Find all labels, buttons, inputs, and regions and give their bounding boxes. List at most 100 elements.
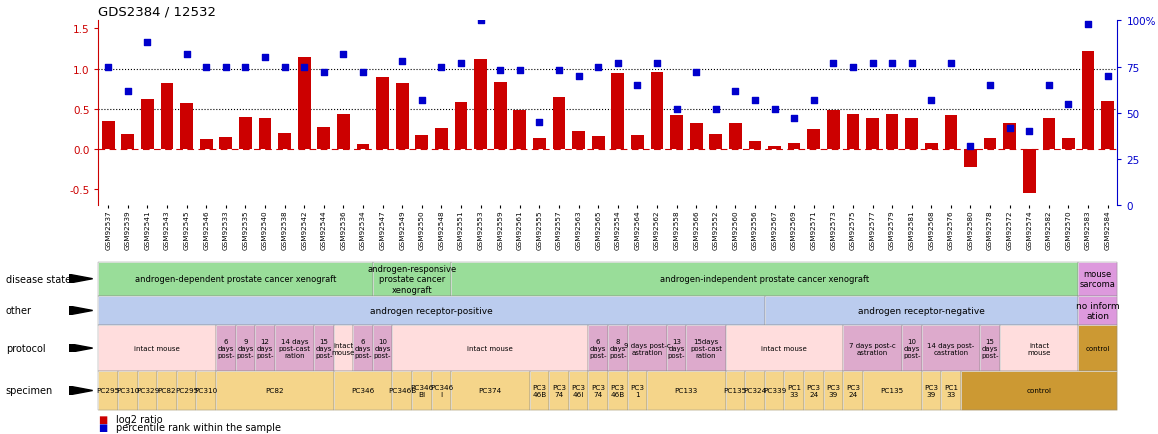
Text: androgen-dependent prostate cancer xenograft: androgen-dependent prostate cancer xenog… [135,275,336,283]
Bar [357,145,369,150]
Polygon shape [69,306,93,315]
Text: PC3
74: PC3 74 [552,384,566,397]
Bar [827,110,840,150]
Point [961,143,980,150]
Text: control: control [1086,345,1111,351]
Bar [337,115,350,150]
Polygon shape [69,344,93,352]
Point [1040,82,1058,89]
Text: ■: ■ [98,423,108,432]
Bar [866,119,879,150]
Text: 6
days
post-: 6 days post- [217,339,235,358]
Point [432,64,450,71]
Point [471,18,490,25]
Text: PC3
74: PC3 74 [591,384,606,397]
Text: PC310: PC310 [116,388,139,394]
Bar [728,124,741,150]
Bar [592,137,604,150]
Bar [1101,102,1114,150]
Text: no inform
ation: no inform ation [1076,301,1120,320]
Point [726,88,745,95]
Bar [1082,52,1094,150]
Bar [651,72,664,150]
Point [373,9,391,16]
Point [902,60,921,67]
Point [941,60,960,67]
Point [217,64,235,71]
Bar [748,141,761,150]
Text: PC346: PC346 [351,388,375,394]
Bar [298,58,310,150]
Text: disease state: disease state [6,274,71,284]
Point [687,69,705,76]
Text: intact
mouse: intact mouse [1027,342,1050,355]
Text: 10
days
post-: 10 days post- [374,339,391,358]
Point [785,115,804,122]
Text: PC135: PC135 [724,388,747,394]
Text: GDS2384 / 12532: GDS2384 / 12532 [98,6,217,19]
Bar [396,84,409,150]
Point [511,68,529,75]
Text: androgen-responsive
prostate cancer
xenograft: androgen-responsive prostate cancer xeno… [367,264,456,294]
Point [844,64,863,71]
Text: 10
days
post-: 10 days post- [903,339,921,358]
Text: PC374: PC374 [478,388,503,394]
Text: PC135: PC135 [880,388,903,394]
Polygon shape [69,275,93,283]
Bar [376,77,389,150]
Bar [141,100,154,150]
Point [315,69,334,76]
Bar [1003,124,1016,150]
Bar [787,144,800,150]
Bar [906,119,918,150]
Point [570,73,588,80]
Point [765,106,784,113]
Point [295,64,314,71]
Point [824,60,843,67]
Text: PC82: PC82 [265,388,284,394]
Bar [572,132,585,150]
Point [589,64,608,71]
Text: 15
days
post-: 15 days post- [981,339,999,358]
Text: intact
mouse: intact mouse [331,342,356,355]
Bar [435,129,448,150]
Point [98,64,117,71]
Text: PC3
46I: PC3 46I [572,384,586,397]
Bar [161,84,174,150]
Bar [768,146,780,150]
Bar [631,136,644,150]
Text: PC3
24: PC3 24 [807,384,821,397]
Bar [239,118,251,150]
Text: PC133: PC133 [675,388,698,394]
Text: 6
days
post-: 6 days post- [354,339,372,358]
Point [335,51,353,58]
Text: 9
days
post-: 9 days post- [236,339,254,358]
Point [922,97,940,104]
Text: mouse
sarcoma: mouse sarcoma [1080,270,1116,289]
Text: 12
days
post-: 12 days post- [256,339,273,358]
Point [1020,128,1039,135]
Point [805,97,823,104]
Bar [983,138,996,150]
Bar [886,114,899,150]
Point [118,88,137,95]
Text: PC329: PC329 [135,388,159,394]
Point [1060,101,1078,108]
Bar [102,122,115,150]
Bar [1062,139,1075,150]
Text: androgen receptor-positive: androgen receptor-positive [371,306,493,315]
Point [1001,125,1019,132]
Point [667,106,686,113]
Point [530,119,549,126]
Bar [455,103,468,150]
Text: PC346
I: PC346 I [430,384,453,397]
Text: PC3
1: PC3 1 [630,384,644,397]
Point [491,68,510,75]
Bar [317,128,330,150]
Text: 15
days
post-: 15 days post- [315,339,332,358]
Text: percentile rank within the sample: percentile rank within the sample [116,423,280,432]
Text: 13
days
post-: 13 days post- [668,339,686,358]
Point [882,60,901,67]
Text: PC295: PC295 [175,388,198,394]
Polygon shape [69,386,93,395]
